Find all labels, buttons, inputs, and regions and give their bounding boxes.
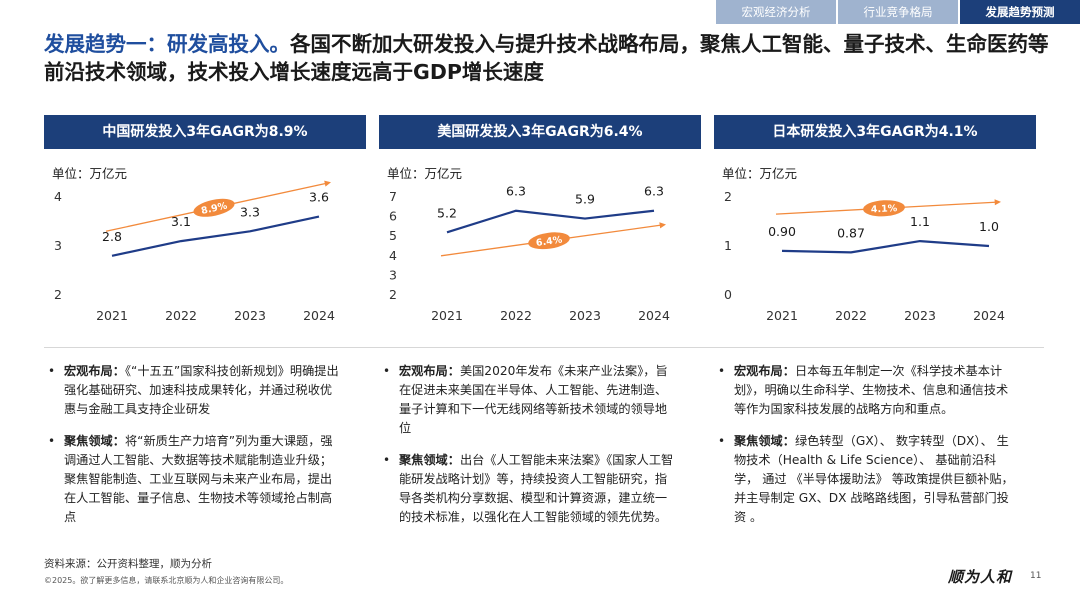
series-line	[446, 209, 655, 234]
trend-pill-label: 6.4%	[535, 234, 563, 249]
bullet-text: 美国2020年发布《未来产业法案》，旨在促进未来美国在半导体、人工智能、先进制造…	[399, 364, 668, 435]
bullet-macro: 宏观布局：日本每五年制定一次《科学技术基本计划》，明确以生命科学、生物技术、信息…	[714, 362, 1014, 419]
bullet-text: 绿色转型（GX）、 数字转型（DX）、 生物技术（Health & Life S…	[734, 434, 1014, 524]
x-tick-label: 2023	[569, 308, 601, 323]
x-tick-label: 2022	[165, 308, 197, 323]
y-tick-label: 2	[54, 287, 62, 302]
bullet-label: 聚焦领域：	[64, 434, 125, 448]
bullet-focus: 聚焦领域：绿色转型（GX）、 数字转型（DX）、 生物技术（Health & L…	[714, 432, 1014, 527]
trend-pill-shape	[528, 232, 570, 250]
y-tick-label: 5	[389, 228, 397, 243]
y-tick-label: 3	[389, 267, 397, 282]
trend-pill-shape	[863, 200, 905, 217]
bullets-usa: 宏观布局：美国2020年发布《未来产业法案》，旨在促进未来美国在半导体、人工智能…	[379, 362, 679, 540]
x-tick-label: 2021	[431, 308, 463, 323]
copyright-note: ©2025。欲了解更多信息，请联系北京顺为人和企业咨询有限公司。	[44, 576, 289, 585]
bullet-macro: 宏观布局：美国2020年发布《未来产业法案》，旨在促进未来美国在半导体、人工智能…	[379, 362, 679, 438]
line-chart-usa: 2 3 4 5 6 7 2021 2022 2023 2024 6.4% 5.2 6.3 5.9 6.3	[389, 184, 670, 323]
trend-pill: 8.9%	[193, 198, 235, 217]
data-label: 3.3	[240, 204, 260, 219]
x-tick-label: 2024	[303, 308, 335, 323]
series-line	[781, 239, 990, 254]
bullet-text: 出台《人工智能未来法案》《国家人工智能研发战略计划》等，持续投资人工智能研究，指…	[399, 453, 674, 524]
page-number: 11	[1030, 571, 1042, 581]
trend-arrowhead	[324, 180, 331, 187]
trend-pill: 4.1%	[863, 200, 905, 217]
x-tick-label: 2021	[96, 308, 128, 323]
series-line	[111, 215, 320, 257]
line-chart-china: 2 3 4 2021 2022 2023 2024 8.9% 2.8 3.1 3.3 3.6	[54, 180, 335, 323]
trend-pill-label: 4.1%	[871, 203, 898, 215]
tab-trend-forecast[interactable]: 发展趋势预测	[960, 0, 1080, 24]
bullet-focus: 聚焦领域：将“新质生产力培育”列为重大课题，强调通过人工智能、大数据等技术赋能制…	[44, 432, 344, 527]
chart-panel-china: 中国研发投入3年GAGR为8.9% 单位：万亿元 2 3 4 2021 2022 2023…	[44, 115, 366, 335]
trend-pill-shape	[193, 198, 235, 217]
page-title-body: 各国不断加大研发投入与提升技术战略布局，聚焦人工智能、量子技术、生命医药等前沿技…	[44, 32, 1049, 84]
data-label: 2.8	[102, 229, 122, 244]
x-tick-label: 2024	[973, 308, 1005, 323]
line-chart-japan: 0 1 2 2021 2022 2023 2024 4.1% 0.90 0.87 1.1 1.0	[724, 189, 1005, 323]
bullet-macro: 宏观布局：《“十五五”国家科技创新规划》明确提出强化基础研究、加速科技成果转化，…	[44, 362, 344, 419]
y-tick-label: 7	[389, 189, 397, 204]
source-note: 资料来源：公开资料整理，顺为分析	[44, 558, 212, 570]
chart-panel-japan: 日本研发投入3年GAGR为4.1% 单位：万亿元 0 1 2 2021 2022 2023…	[714, 115, 1036, 335]
data-label: 6.3	[506, 184, 526, 199]
data-label: 6.3	[644, 184, 664, 199]
x-tick-label: 2022	[500, 308, 532, 323]
page-title: 发展趋势一：研发高投入。各国不断加大研发投入与提升技术战略布局，聚焦人工智能、量…	[44, 30, 1054, 86]
bullet-label: 聚焦领域：	[734, 434, 795, 448]
chart-unit: 单位：万亿元	[722, 166, 798, 181]
y-tick-label: 4	[389, 248, 397, 263]
trend-pill: 6.4%	[528, 232, 570, 250]
y-tick-label: 2	[724, 189, 732, 204]
y-tick-label: 0	[724, 287, 732, 302]
bullet-text: 日本每五年制定一次《科学技术基本计划》，明确以生命科学、生物技术、信息和通信技术…	[734, 364, 1009, 416]
data-label: 0.90	[768, 224, 796, 239]
y-tick-label: 4	[54, 189, 62, 204]
bullet-label: 聚焦领域：	[399, 453, 460, 467]
data-label: 1.1	[910, 214, 930, 229]
y-tick-label: 2	[389, 287, 397, 302]
y-tick-label: 6	[389, 209, 397, 224]
y-tick-label: 3	[54, 238, 62, 253]
top-nav-tabs: 宏观经济分析 行业竞争格局 发展趋势预测	[714, 0, 1080, 24]
bullet-label: 宏观布局：	[64, 364, 125, 378]
chart-unit: 单位：万亿元	[52, 166, 128, 181]
x-tick-label: 2023	[904, 308, 936, 323]
data-label: 0.87	[837, 225, 865, 240]
brand-logo: 顺为人和	[948, 568, 1013, 586]
bullet-text: 将“新质生产力培育”列为重大课题，强调通过人工智能、大数据等技术赋能制造业升级；…	[64, 434, 333, 524]
bullet-label: 宏观布局：	[734, 364, 795, 378]
trend-arrowhead	[994, 199, 1001, 206]
chart-title: 中国研发投入3年GAGR为8.9%	[44, 115, 366, 149]
y-tick-label: 1	[724, 238, 732, 253]
data-label: 3.1	[171, 214, 191, 229]
bullet-focus: 聚焦领域：出台《人工智能未来法案》《国家人工智能研发战略计划》等，持续投资人工智…	[379, 451, 679, 527]
bullet-label: 宏观布局：	[399, 364, 460, 378]
data-label: 5.9	[575, 192, 595, 207]
trend-arrowhead	[659, 222, 666, 229]
data-label: 1.0	[979, 219, 999, 234]
chart-panel-usa: 美国研发投入3年GAGR为6.4% 单位：万亿元 2 3 4 5 6 7 2021 2022 2…	[379, 115, 701, 335]
bullet-text: 《“十五五”国家科技创新规划》明确提出强化基础研究、加速科技成果转化，并通过税收…	[64, 364, 339, 416]
tab-macro-economy[interactable]: 宏观经济分析	[716, 0, 836, 24]
bullets-china: 宏观布局：《“十五五”国家科技创新规划》明确提出强化基础研究、加速科技成果转化，…	[44, 362, 344, 540]
chart-title: 日本研发投入3年GAGR为4.1%	[714, 115, 1036, 149]
data-label: 3.6	[309, 190, 329, 205]
bullets-japan: 宏观布局：日本每五年制定一次《科学技术基本计划》，明确以生命科学、生物技术、信息…	[714, 362, 1014, 540]
x-tick-label: 2021	[766, 308, 798, 323]
chart-title: 美国研发投入3年GAGR为6.4%	[379, 115, 701, 149]
x-tick-label: 2024	[638, 308, 670, 323]
data-label: 5.2	[437, 205, 457, 220]
page-title-lead: 发展趋势一：研发高投入。	[44, 32, 290, 56]
tab-industry-competition[interactable]: 行业竞争格局	[838, 0, 958, 24]
x-tick-label: 2023	[234, 308, 266, 323]
x-tick-label: 2022	[835, 308, 867, 323]
chart-unit: 单位：万亿元	[387, 166, 463, 181]
divider-line	[44, 347, 1044, 348]
